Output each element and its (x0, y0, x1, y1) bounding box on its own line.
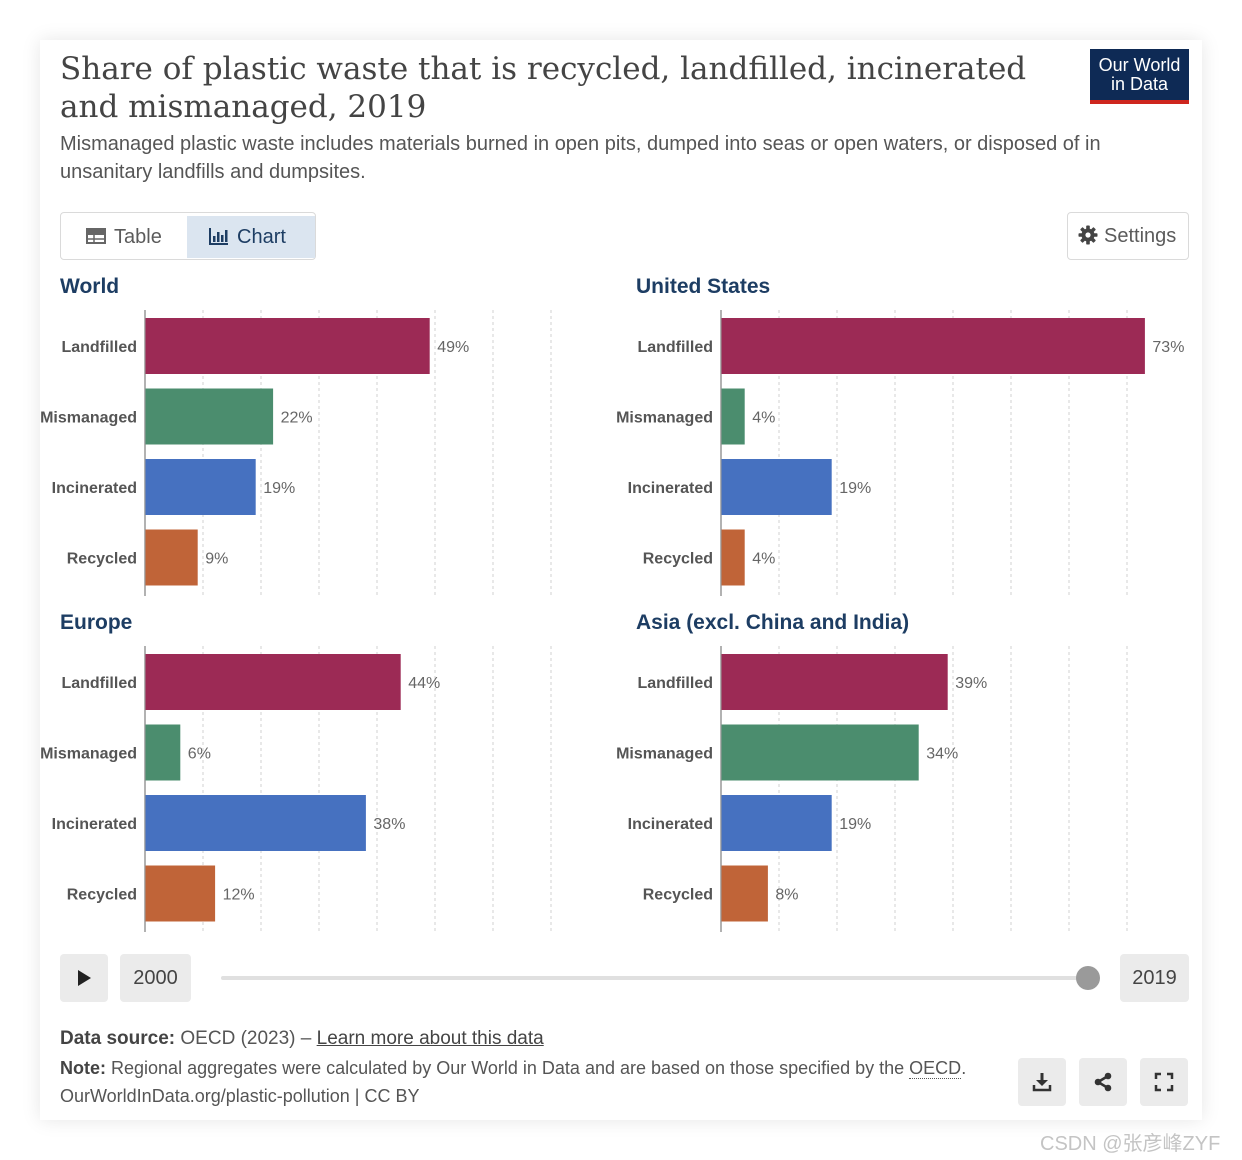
value-label: 4% (752, 551, 775, 568)
panel-title: United States (636, 275, 770, 298)
settings-label: Settings (1104, 225, 1177, 247)
value-label: 9% (205, 551, 228, 568)
bar-mismanaged (721, 388, 745, 445)
table-icon (86, 227, 106, 244)
bar-landfilled (721, 654, 948, 710)
data-source: Data source: OECD (2023) – Learn more ab… (60, 1028, 544, 1050)
value-label: 12% (223, 887, 255, 904)
category-label: Mismanaged (40, 410, 137, 427)
gear-icon (1078, 225, 1098, 245)
category-label: Mismanaged (616, 746, 713, 763)
panel-title: Europe (60, 611, 132, 634)
bar-incinerated (721, 795, 832, 851)
settings-button[interactable]: Settings (1067, 212, 1189, 260)
timeline-handle[interactable] (1076, 966, 1100, 990)
value-label: 44% (408, 675, 440, 692)
category-label: Recycled (67, 887, 137, 904)
bar-incinerated (145, 795, 366, 851)
oecd-link[interactable]: OECD (909, 1058, 962, 1079)
bar-recycled (721, 865, 768, 922)
fullscreen-button[interactable] (1140, 1058, 1188, 1106)
bar-mismanaged (145, 724, 181, 781)
bar-recycled (145, 529, 198, 586)
logo-line1: Our World (1098, 55, 1181, 75)
value-label: 49% (437, 339, 469, 356)
logo-line2: in Data (1110, 74, 1169, 94)
source-text: OECD (2023) – (180, 1028, 317, 1049)
owid-logo[interactable]: Our World in Data (1090, 49, 1189, 104)
source-label: Data source: (60, 1028, 176, 1049)
value-label: 6% (188, 746, 211, 763)
bar-mismanaged (145, 388, 274, 445)
tab-chart-label: Chart (237, 226, 286, 248)
category-label: Mismanaged (616, 410, 713, 427)
category-label: Incinerated (628, 816, 713, 833)
share-icon (1094, 1072, 1112, 1092)
tab-chart[interactable]: Chart (187, 216, 315, 258)
bar-landfilled (145, 318, 430, 374)
chart-title: Share of plastic waste that is recycled,… (60, 51, 1027, 125)
timeline-end-year[interactable]: 2019 (1120, 954, 1189, 1002)
play-icon (78, 970, 91, 986)
note-text: Regional aggregates were calculated by O… (111, 1058, 910, 1078)
value-label: 19% (263, 480, 295, 497)
category-label: Recycled (643, 887, 713, 904)
chart-card: Share of plastic waste that is recycled,… (40, 40, 1202, 1120)
value-label: 4% (752, 410, 775, 427)
category-label: Landfilled (61, 339, 137, 356)
value-label: 73% (1152, 339, 1184, 356)
watermark: CSDN @张彦峰ZYF (1040, 1133, 1221, 1155)
bar-incinerated (145, 459, 256, 515)
download-icon (1032, 1073, 1052, 1092)
category-label: Incinerated (52, 480, 137, 497)
timeline-track[interactable] (221, 976, 1089, 980)
value-label: 22% (281, 410, 313, 427)
value-label: 8% (775, 887, 798, 904)
category-label: Recycled (643, 551, 713, 568)
category-label: Landfilled (637, 339, 713, 356)
bar-landfilled (721, 318, 1145, 374)
bar-recycled (721, 529, 745, 586)
tab-table-label: Table (114, 226, 162, 248)
tab-table[interactable]: Table (64, 216, 186, 258)
chart-note: Note: Regional aggregates were calculate… (60, 1058, 966, 1079)
download-button[interactable] (1018, 1058, 1066, 1106)
bar-landfilled (145, 654, 401, 710)
value-label: 39% (955, 675, 987, 692)
note-end: . (961, 1058, 967, 1078)
panel-title: Asia (excl. China and India) (636, 611, 909, 634)
category-label: Mismanaged (40, 746, 137, 763)
category-label: Landfilled (637, 675, 713, 692)
view-tabs: Table Chart (60, 212, 316, 260)
category-label: Recycled (67, 551, 137, 568)
value-label: 19% (839, 480, 871, 497)
learn-more-link[interactable]: Learn more about this data (316, 1028, 544, 1049)
chart-icon (209, 227, 228, 245)
panel-title: World (60, 275, 119, 298)
play-button[interactable] (60, 954, 108, 1002)
timeline-start-year[interactable]: 2000 (120, 954, 191, 1002)
bar-recycled (145, 865, 216, 922)
value-label: 19% (839, 816, 871, 833)
category-label: Incinerated (628, 480, 713, 497)
chart-subtitle: Mismanaged plastic waste includes materi… (60, 133, 1101, 183)
category-label: Landfilled (61, 675, 137, 692)
charts-area: World Landfilled 49% Mismanaged 22% Incinerat… (40, 275, 1184, 932)
share-button[interactable] (1079, 1058, 1127, 1106)
value-label: 38% (373, 816, 405, 833)
source-url: OurWorldInData.org/plastic-pollution | C… (60, 1086, 420, 1106)
fullscreen-icon (1154, 1072, 1174, 1092)
category-label: Incinerated (52, 816, 137, 833)
value-label: 34% (926, 746, 958, 763)
note-label: Note: (60, 1058, 106, 1078)
bar-mismanaged (721, 724, 919, 781)
bar-incinerated (721, 459, 832, 515)
